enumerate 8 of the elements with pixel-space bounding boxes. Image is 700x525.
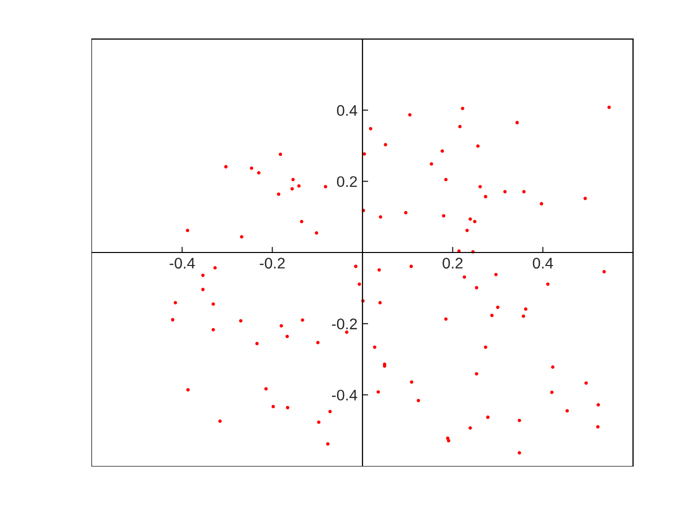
y-tick-label: 0.4 <box>336 105 358 116</box>
x-tick-label: 0.4 <box>532 258 554 269</box>
y-tick-label: -0.2 <box>332 318 357 330</box>
x-tick-label: 0.2 <box>442 258 463 269</box>
x-tick-label: -0.4 <box>170 258 195 269</box>
y-tick-label: -0.4 <box>332 390 358 401</box>
y-tick-label: 0.2 <box>336 176 357 188</box>
x-tick-label: -0.2 <box>260 258 285 269</box>
